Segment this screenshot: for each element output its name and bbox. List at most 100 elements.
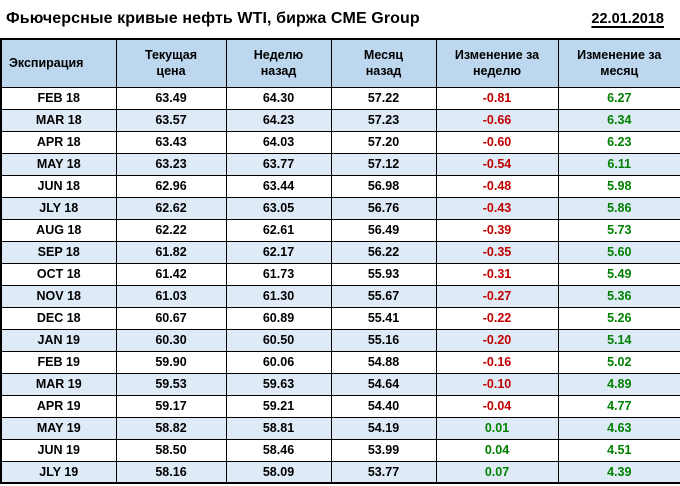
table-row: APR 18 63.43 64.03 57.20 -0.60 6.23 bbox=[0, 130, 680, 154]
expiration-cell: OCT 18 bbox=[0, 262, 117, 286]
week-ago-cell: 64.23 bbox=[225, 108, 332, 132]
week-ago-cell: 63.05 bbox=[225, 196, 332, 220]
table-row: MAY 19 58.82 58.81 54.19 0.01 4.63 bbox=[0, 416, 680, 440]
month-change-cell: 5.60 bbox=[557, 240, 680, 264]
expiration-cell: MAR 19 bbox=[0, 372, 117, 396]
month-ago-cell: 56.22 bbox=[330, 240, 437, 264]
week-ago-cell: 58.09 bbox=[225, 460, 332, 484]
current-price-cell: 59.90 bbox=[115, 350, 227, 374]
month-ago-cell: 53.77 bbox=[330, 460, 437, 484]
expiration-cell: JUN 19 bbox=[0, 438, 117, 462]
week-change-cell: -0.22 bbox=[435, 306, 559, 330]
current-price-cell: 61.03 bbox=[115, 284, 227, 308]
expiration-cell: DEC 18 bbox=[0, 306, 117, 330]
table-row: MAR 18 63.57 64.23 57.23 -0.66 6.34 bbox=[0, 108, 680, 132]
month-ago-cell: 54.88 bbox=[330, 350, 437, 374]
col-header-expiration: Экспирация bbox=[0, 38, 117, 88]
week-ago-cell: 64.03 bbox=[225, 130, 332, 154]
week-ago-cell: 59.21 bbox=[225, 394, 332, 418]
month-change-cell: 5.26 bbox=[557, 306, 680, 330]
report-date: 22.01.2018 bbox=[591, 11, 664, 27]
week-ago-cell: 64.30 bbox=[225, 86, 332, 110]
month-ago-cell: 55.93 bbox=[330, 262, 437, 286]
col-header-current-price: Текущая цена bbox=[115, 38, 227, 88]
expiration-cell: SEP 18 bbox=[0, 240, 117, 264]
table-row: FEB 18 63.49 64.30 57.22 -0.81 6.27 bbox=[0, 86, 680, 110]
month-change-cell: 5.73 bbox=[557, 218, 680, 242]
week-change-cell: -0.66 bbox=[435, 108, 559, 132]
table-row: MAR 19 59.53 59.63 54.64 -0.10 4.89 bbox=[0, 372, 680, 396]
week-ago-cell: 60.50 bbox=[225, 328, 332, 352]
week-change-cell: 0.07 bbox=[435, 460, 559, 484]
expiration-cell: AUG 18 bbox=[0, 218, 117, 242]
col-header-week-ago: Неделю назад bbox=[225, 38, 332, 88]
week-ago-cell: 61.73 bbox=[225, 262, 332, 286]
week-ago-cell: 63.44 bbox=[225, 174, 332, 198]
month-ago-cell: 55.16 bbox=[330, 328, 437, 352]
month-ago-cell: 55.41 bbox=[330, 306, 437, 330]
table-row: APR 19 59.17 59.21 54.40 -0.04 4.77 bbox=[0, 394, 680, 418]
month-ago-cell: 54.64 bbox=[330, 372, 437, 396]
month-ago-cell: 54.40 bbox=[330, 394, 437, 418]
week-change-cell: 0.04 bbox=[435, 438, 559, 462]
current-price-cell: 59.17 bbox=[115, 394, 227, 418]
week-ago-cell: 63.77 bbox=[225, 152, 332, 176]
current-price-cell: 62.22 bbox=[115, 218, 227, 242]
week-change-cell: -0.31 bbox=[435, 262, 559, 286]
current-price-cell: 62.62 bbox=[115, 196, 227, 220]
col-header-week-change: Изменение за неделю bbox=[435, 38, 559, 88]
month-change-cell: 4.77 bbox=[557, 394, 680, 418]
table-row: JLY 18 62.62 63.05 56.76 -0.43 5.86 bbox=[0, 196, 680, 220]
week-ago-cell: 62.17 bbox=[225, 240, 332, 264]
expiration-cell: JLY 19 bbox=[0, 460, 117, 484]
week-change-cell: -0.35 bbox=[435, 240, 559, 264]
month-ago-cell: 55.67 bbox=[330, 284, 437, 308]
expiration-cell: APR 18 bbox=[0, 130, 117, 154]
month-change-cell: 5.36 bbox=[557, 284, 680, 308]
week-ago-cell: 61.30 bbox=[225, 284, 332, 308]
month-change-cell: 5.14 bbox=[557, 328, 680, 352]
week-change-cell: -0.16 bbox=[435, 350, 559, 374]
expiration-cell: MAY 18 bbox=[0, 152, 117, 176]
table-row: OCT 18 61.42 61.73 55.93 -0.31 5.49 bbox=[0, 262, 680, 286]
month-change-cell: 5.49 bbox=[557, 262, 680, 286]
month-change-cell: 4.63 bbox=[557, 416, 680, 440]
current-price-cell: 60.67 bbox=[115, 306, 227, 330]
current-price-cell: 59.53 bbox=[115, 372, 227, 396]
current-price-cell: 58.82 bbox=[115, 416, 227, 440]
table-row: SEP 18 61.82 62.17 56.22 -0.35 5.60 bbox=[0, 240, 680, 264]
table-row: NOV 18 61.03 61.30 55.67 -0.27 5.36 bbox=[0, 284, 680, 308]
col-header-month-change: Изменение за месяц bbox=[557, 38, 680, 88]
expiration-cell: NOV 18 bbox=[0, 284, 117, 308]
week-change-cell: -0.48 bbox=[435, 174, 559, 198]
current-price-cell: 63.43 bbox=[115, 130, 227, 154]
month-ago-cell: 57.20 bbox=[330, 130, 437, 154]
current-price-cell: 58.16 bbox=[115, 460, 227, 484]
week-ago-cell: 58.81 bbox=[225, 416, 332, 440]
week-ago-cell: 60.06 bbox=[225, 350, 332, 374]
col-header-month-ago: Месяц назад bbox=[330, 38, 437, 88]
month-ago-cell: 56.49 bbox=[330, 218, 437, 242]
expiration-cell: APR 19 bbox=[0, 394, 117, 418]
expiration-cell: JUN 18 bbox=[0, 174, 117, 198]
week-change-cell: -0.39 bbox=[435, 218, 559, 242]
week-ago-cell: 60.89 bbox=[225, 306, 332, 330]
futures-table: Экспирация Текущая цена Неделю назад Мес… bbox=[0, 38, 680, 484]
month-ago-cell: 57.23 bbox=[330, 108, 437, 132]
table-row: AUG 18 62.22 62.61 56.49 -0.39 5.73 bbox=[0, 218, 680, 242]
month-change-cell: 4.39 bbox=[557, 460, 680, 484]
month-ago-cell: 56.98 bbox=[330, 174, 437, 198]
month-change-cell: 5.02 bbox=[557, 350, 680, 374]
table-row: DEC 18 60.67 60.89 55.41 -0.22 5.26 bbox=[0, 306, 680, 330]
expiration-cell: FEB 18 bbox=[0, 86, 117, 110]
table-row: JLY 19 58.16 58.09 53.77 0.07 4.39 bbox=[0, 460, 680, 484]
current-price-cell: 63.57 bbox=[115, 108, 227, 132]
month-change-cell: 6.11 bbox=[557, 152, 680, 176]
table-row: FEB 19 59.90 60.06 54.88 -0.16 5.02 bbox=[0, 350, 680, 374]
month-change-cell: 4.51 bbox=[557, 438, 680, 462]
week-change-cell: -0.54 bbox=[435, 152, 559, 176]
current-price-cell: 61.42 bbox=[115, 262, 227, 286]
week-change-cell: -0.81 bbox=[435, 86, 559, 110]
week-change-cell: 0.01 bbox=[435, 416, 559, 440]
week-ago-cell: 62.61 bbox=[225, 218, 332, 242]
